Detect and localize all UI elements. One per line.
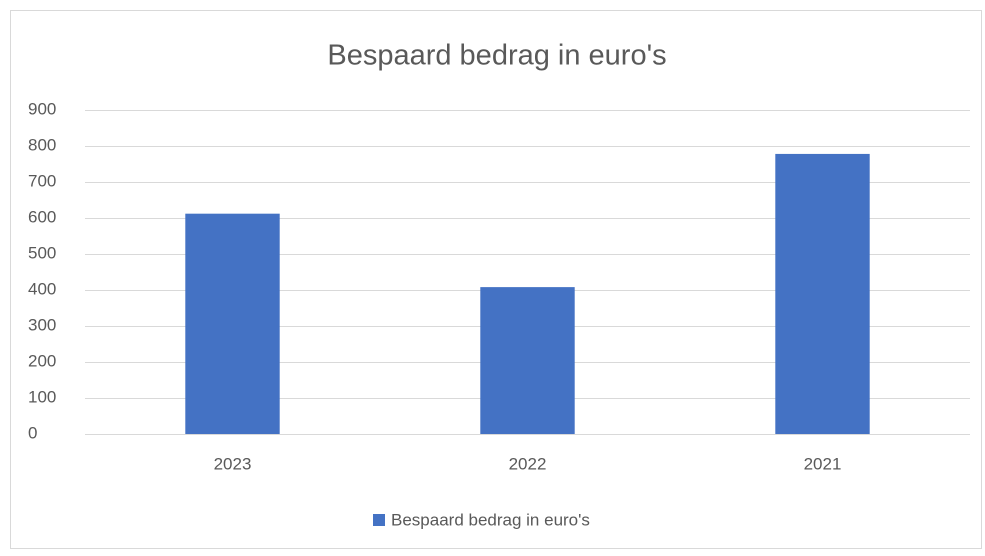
- y-tick-label: 300: [28, 315, 56, 334]
- legend-swatch: [373, 514, 385, 526]
- x-tick-label: 2022: [509, 454, 547, 473]
- bar: [185, 213, 280, 434]
- bar: [775, 153, 870, 435]
- y-tick-label: 100: [28, 387, 56, 406]
- x-tick-label: 2021: [804, 454, 842, 473]
- y-tick-label: 200: [28, 351, 56, 370]
- y-tick-label: 500: [28, 243, 56, 262]
- legend-label: Bespaard bedrag in euro's: [391, 510, 590, 529]
- x-tick-label: 2023: [214, 454, 252, 473]
- bar: [480, 287, 575, 434]
- y-tick-label: 0: [28, 423, 37, 442]
- y-tick-label: 600: [28, 207, 56, 226]
- y-tick-label: 900: [28, 99, 56, 118]
- y-tick-label: 700: [28, 171, 56, 190]
- chart-title: Bespaard bedrag in euro's: [327, 40, 666, 72]
- y-tick-label: 400: [28, 279, 56, 298]
- y-tick-label: 800: [28, 135, 56, 154]
